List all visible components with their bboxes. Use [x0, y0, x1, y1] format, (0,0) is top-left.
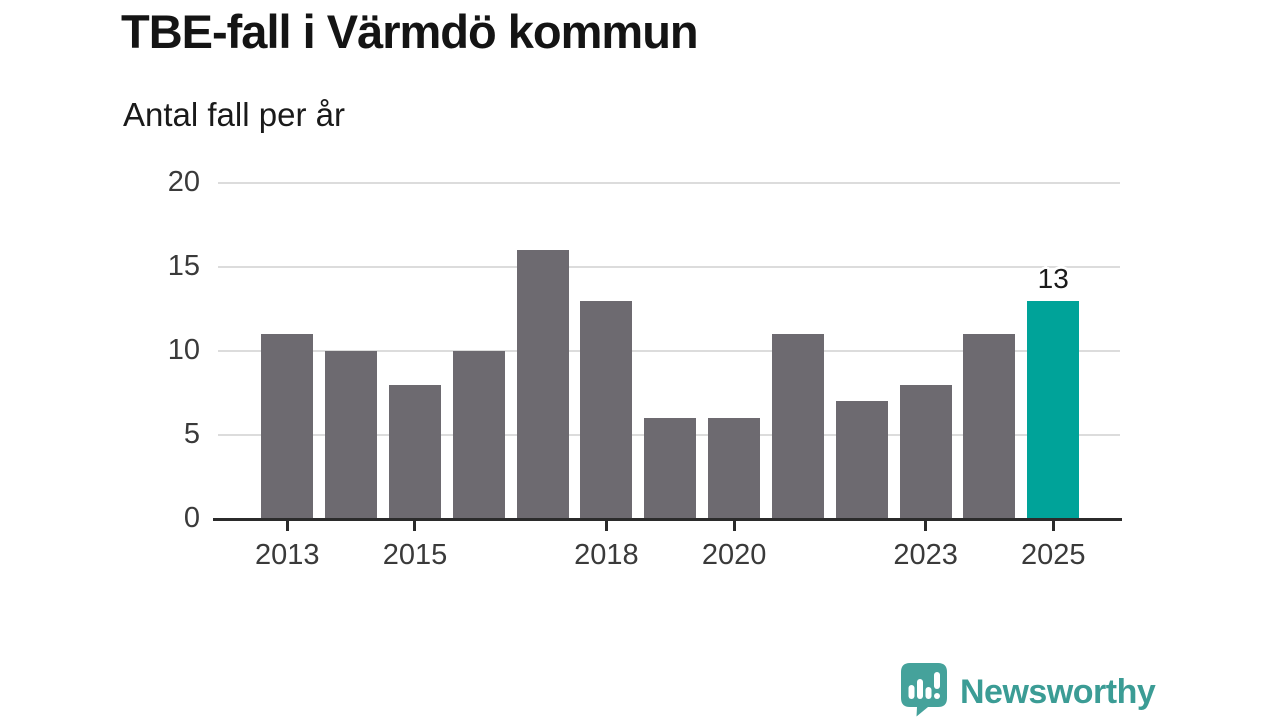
bar-2020	[708, 418, 761, 519]
bar-2015	[388, 384, 441, 519]
newsworthy-logo-text: Newsworthy	[960, 673, 1156, 711]
bar-2013	[261, 334, 314, 519]
y-axis-tick-label: 15	[167, 250, 200, 282]
bar-2019	[644, 418, 697, 519]
gridline-y-20	[218, 182, 1120, 184]
bar-2016	[452, 351, 505, 519]
x-axis-tick	[413, 521, 417, 531]
x-axis-tick-label: 2018	[574, 539, 639, 571]
gridline-y-15	[218, 266, 1120, 268]
plot-area: 13	[218, 182, 1120, 519]
x-axis-tick-label: 2013	[255, 539, 320, 571]
newsworthy-logo-icon	[901, 663, 947, 717]
x-axis-tick	[732, 521, 736, 531]
chart-title: TBE-fall i Värmdö kommun	[121, 5, 699, 58]
x-axis-tick-label: 2025	[1020, 539, 1086, 571]
x-axis-tick	[285, 521, 289, 531]
bar-2017	[516, 250, 569, 519]
gridline-y-10	[218, 350, 1120, 352]
y-axis-tick-label: 20	[167, 166, 200, 198]
bar-2021	[771, 334, 824, 519]
x-axis-tick-label: 2020	[701, 539, 767, 571]
bar-2018	[580, 300, 633, 519]
x-axis-tick-label: 2015	[382, 539, 448, 571]
newsworthy-logo: Newsworthy	[898, 661, 1156, 717]
bar-value-label: 13	[1037, 262, 1069, 294]
bar-2023	[899, 384, 952, 519]
x-axis-tick-label: 2023	[893, 539, 958, 571]
y-axis-tick-label: 5	[183, 418, 200, 450]
bar-2014	[325, 351, 378, 519]
bar-2022	[835, 401, 888, 519]
x-axis-tick	[1051, 521, 1055, 531]
y-axis-tick-label: 10	[167, 334, 200, 366]
chart-subtitle: Antal fall per år	[123, 96, 345, 133]
bar-2025	[1027, 300, 1080, 519]
x-axis-tick	[924, 521, 928, 531]
x-axis-line	[213, 518, 1122, 521]
y-axis-tick-label: 0	[183, 502, 200, 534]
bar-2024	[963, 334, 1016, 519]
x-axis-tick	[604, 521, 608, 531]
